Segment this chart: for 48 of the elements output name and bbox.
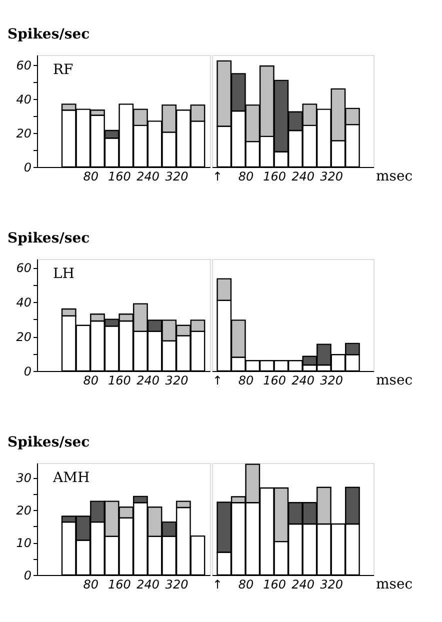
x-tick-label: 80 (238, 374, 254, 388)
y-tick-label: 20 (16, 330, 32, 344)
x-tick-label: 160 (263, 374, 286, 388)
x-tick-label: 320 (165, 170, 189, 184)
x-tick-label: 160 (108, 170, 132, 184)
annotation: LH (53, 266, 75, 282)
x-tick-label: 320 (320, 578, 344, 592)
annotation: AMH (52, 470, 90, 486)
x-tick-label: 80 (83, 374, 99, 388)
x-tick-label: ↑ (212, 578, 223, 592)
x-tick-label: 80 (83, 170, 99, 184)
x-tick-label: 240 (292, 374, 315, 388)
x-tick-label: 240 (292, 170, 315, 184)
y-axis-title: Spikes/sec (8, 230, 90, 246)
x-axis-title: msec (376, 168, 413, 184)
x-tick-label: 320 (320, 170, 344, 184)
y-tick-label: 30 (16, 471, 32, 486)
y-tick-label: 60 (16, 261, 32, 276)
y-tick-label: 20 (16, 504, 32, 518)
y-tick-label: 0 (24, 160, 32, 174)
x-tick-label: ↑ (212, 170, 223, 184)
x-tick-label: 240 (136, 170, 160, 184)
y-tick-label: 0 (24, 364, 32, 378)
x-tick-label: 240 (136, 578, 160, 592)
y-tick-label: 60 (16, 58, 32, 73)
y-tick-label: 10 (16, 536, 32, 550)
y-tick-label: 40 (16, 92, 32, 107)
y-tick-label: 0 (24, 568, 32, 582)
x-axis-title: msec (376, 372, 413, 388)
x-tick-label: 160 (263, 578, 286, 592)
x-tick-label: 240 (136, 374, 160, 388)
y-tick-label: 20 (16, 126, 32, 141)
x-tick-label: 160 (108, 374, 132, 388)
x-tick-label: 80 (238, 578, 254, 592)
x-tick-label: 160 (108, 578, 132, 592)
y-axis-title: Spikes/sec (8, 26, 90, 42)
x-tick-label: 160 (263, 170, 286, 184)
y-axis-title: Spikes/sec (8, 434, 90, 450)
y-tick-label: 40 (16, 296, 32, 310)
x-tick-label: ↑ (212, 374, 223, 388)
x-tick-label: 80 (83, 578, 99, 592)
x-tick-label: 320 (165, 578, 189, 592)
x-axis-title: msec (376, 576, 413, 592)
x-tick-label: 80 (238, 170, 254, 184)
annotation: RF (53, 62, 74, 78)
x-tick-label: 320 (320, 374, 344, 388)
x-tick-label: 240 (292, 578, 315, 592)
x-tick-label: 320 (165, 374, 189, 388)
